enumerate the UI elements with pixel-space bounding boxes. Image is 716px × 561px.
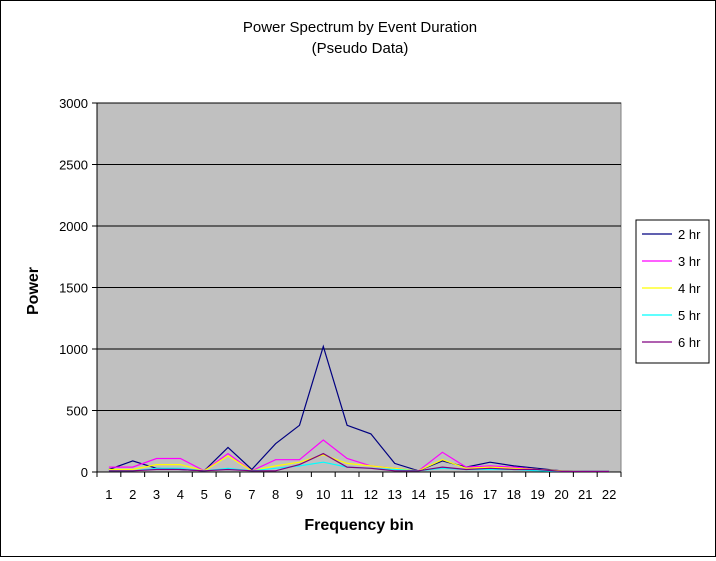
x-tick-label: 16 bbox=[459, 487, 473, 502]
x-tick-label: 1 bbox=[105, 487, 112, 502]
x-tick-label: 17 bbox=[483, 487, 497, 502]
x-tick-label: 6 bbox=[224, 487, 231, 502]
legend-label: 6 hr bbox=[678, 335, 701, 350]
legend-label: 5 hr bbox=[678, 308, 701, 323]
y-tick-label: 1000 bbox=[59, 342, 88, 357]
series-line-6-hr bbox=[108, 452, 610, 472]
y-tick-label: 2000 bbox=[59, 219, 88, 234]
legend-label: 4 hr bbox=[678, 281, 701, 296]
x-tick-label: 22 bbox=[602, 487, 616, 502]
y-tick-label: 1500 bbox=[59, 281, 88, 296]
legend-label: 3 hr bbox=[678, 254, 701, 269]
legend-label: 2 hr bbox=[678, 227, 701, 242]
x-axis-label: Frequency bin bbox=[304, 517, 413, 534]
x-tick-label: 2 bbox=[129, 487, 136, 502]
chart-title: Power Spectrum by Event Duration bbox=[243, 19, 477, 36]
y-axis-label: Power bbox=[25, 267, 42, 315]
x-tick-label: 5 bbox=[201, 487, 208, 502]
x-tick-label: 4 bbox=[177, 487, 184, 502]
x-tick-label: 13 bbox=[387, 487, 401, 502]
chart-subtitle: (Pseudo Data) bbox=[312, 40, 409, 57]
x-tick-label: 18 bbox=[507, 487, 521, 502]
x-tick-label: 10 bbox=[316, 487, 330, 502]
y-tick-label: 0 bbox=[81, 465, 88, 480]
x-tick-label: 7 bbox=[248, 487, 255, 502]
x-tick-label: 21 bbox=[578, 487, 592, 502]
x-tick-label: 14 bbox=[411, 487, 425, 502]
y-tick-label: 3000 bbox=[59, 96, 88, 111]
x-tick-label: 20 bbox=[554, 487, 568, 502]
y-tick-label: 2500 bbox=[59, 158, 88, 173]
x-tick-label: 15 bbox=[435, 487, 449, 502]
x-tick-label: 19 bbox=[530, 487, 544, 502]
x-tick-label: 8 bbox=[272, 487, 279, 502]
x-tick-label: 3 bbox=[153, 487, 160, 502]
x-tick-label: 11 bbox=[340, 487, 354, 502]
x-tick-label: 9 bbox=[296, 487, 303, 502]
legend bbox=[635, 219, 710, 364]
x-tick-label: 12 bbox=[364, 487, 378, 502]
y-tick-label: 500 bbox=[66, 404, 88, 419]
